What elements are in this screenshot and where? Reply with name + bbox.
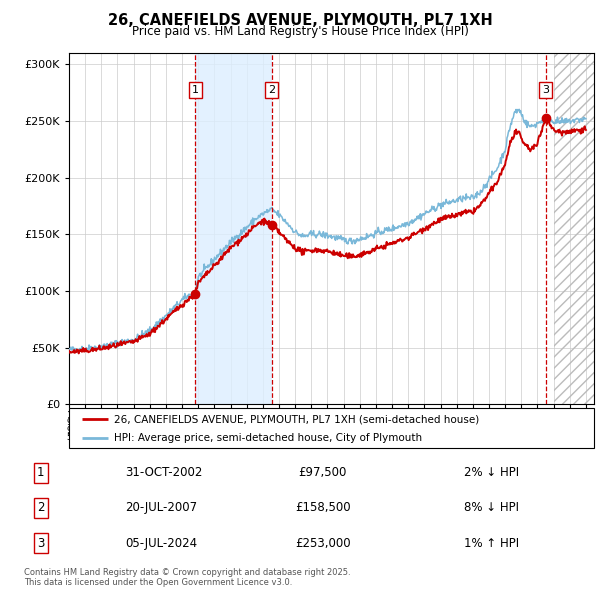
Text: 31-OCT-2002: 31-OCT-2002 — [125, 466, 203, 480]
Text: 2% ↓ HPI: 2% ↓ HPI — [464, 466, 519, 480]
Text: 26, CANEFIELDS AVENUE, PLYMOUTH, PL7 1XH: 26, CANEFIELDS AVENUE, PLYMOUTH, PL7 1XH — [107, 13, 493, 28]
Text: 3: 3 — [37, 536, 44, 550]
Bar — [554, 53, 594, 404]
Text: 05-JUL-2024: 05-JUL-2024 — [125, 536, 197, 550]
Text: 20-JUL-2007: 20-JUL-2007 — [125, 502, 197, 514]
Text: 2: 2 — [268, 85, 275, 95]
Text: 2: 2 — [37, 502, 44, 514]
Text: 26, CANEFIELDS AVENUE, PLYMOUTH, PL7 1XH (semi-detached house): 26, CANEFIELDS AVENUE, PLYMOUTH, PL7 1XH… — [113, 414, 479, 424]
Text: Contains HM Land Registry data © Crown copyright and database right 2025.
This d: Contains HM Land Registry data © Crown c… — [24, 568, 350, 587]
Text: 3: 3 — [542, 85, 549, 95]
Bar — [554, 53, 594, 404]
Text: £158,500: £158,500 — [295, 502, 351, 514]
Text: £97,500: £97,500 — [299, 466, 347, 480]
Text: 1: 1 — [37, 466, 44, 480]
Text: 8% ↓ HPI: 8% ↓ HPI — [464, 502, 519, 514]
Text: Price paid vs. HM Land Registry's House Price Index (HPI): Price paid vs. HM Land Registry's House … — [131, 25, 469, 38]
Text: HPI: Average price, semi-detached house, City of Plymouth: HPI: Average price, semi-detached house,… — [113, 432, 422, 442]
Text: 1: 1 — [192, 85, 199, 95]
Text: £253,000: £253,000 — [295, 536, 351, 550]
Text: 1% ↑ HPI: 1% ↑ HPI — [464, 536, 519, 550]
Bar — [196, 53, 272, 404]
